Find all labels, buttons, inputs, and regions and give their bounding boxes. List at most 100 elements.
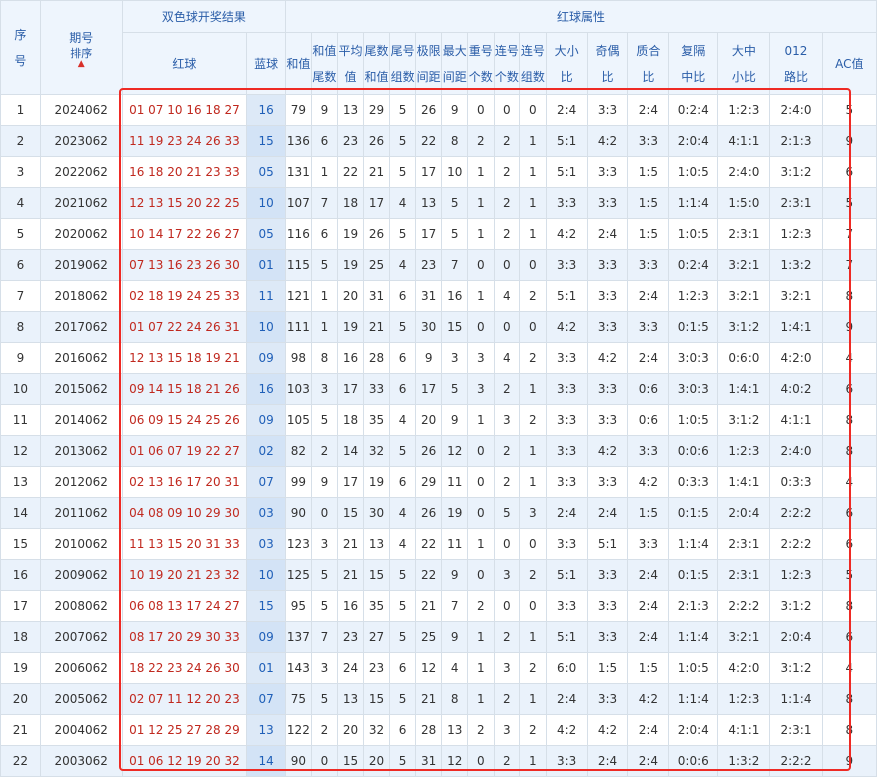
seq-cell: 20	[0, 683, 41, 715]
tail-sum-cell: 32	[362, 714, 391, 746]
big-mid-small-cell: 2:3:1	[717, 528, 771, 560]
prime-comp-cell: 1:5	[627, 187, 670, 219]
max-gap-cell: 8	[441, 125, 468, 157]
max-gap-cell: 5	[441, 218, 468, 250]
extreme-gap-cell: 12	[414, 652, 443, 684]
blue-ball-cell: 09	[246, 621, 287, 653]
avg-cell: 20	[337, 280, 364, 312]
consec-groups-cell: 2	[519, 652, 547, 684]
odd-even-cell: 5:1	[586, 528, 629, 560]
avg-cell: 15	[337, 497, 364, 529]
sort-arrow-icon[interactable]: ▲	[77, 58, 85, 69]
repeat-count-cell: 1	[466, 156, 495, 188]
blue-ball-cell: 14	[246, 745, 287, 777]
prime-comp-header: 质合比	[627, 32, 670, 95]
big-mid-small-cell: 2:2:2	[717, 590, 771, 622]
tail-sum-cell: 21	[362, 311, 391, 343]
prime-comp-cell: 2:4	[627, 94, 670, 126]
consec-groups-cell: 2	[519, 714, 547, 746]
tail-sum-cell: 29	[362, 94, 391, 126]
sum-tail-cell: 5	[310, 590, 339, 622]
odd-even-cell: 4:2	[586, 435, 629, 467]
repeat-count-cell: 1	[466, 218, 495, 250]
period-cell: 2019062	[39, 249, 123, 281]
period-cell: 2016062	[39, 342, 123, 374]
consec-count-cell: 2	[493, 125, 521, 157]
odd-even-cell: 3:3	[586, 249, 629, 281]
max-gap-cell: 10	[441, 156, 468, 188]
big-small-cell: 5:1	[545, 125, 588, 157]
seq-cell: 22	[0, 745, 41, 777]
seq-cell: 10	[0, 373, 41, 405]
blue-ball-cell: 01	[246, 249, 287, 281]
big-small-cell: 2:4	[545, 497, 588, 529]
max-gap-cell: 16	[441, 280, 468, 312]
table-row: 16 2009062 10 19 20 21 23 32 10 125 5 21 15 5 22 9…	[0, 559, 877, 591]
rep-jump-mid-cell: 0:0:6	[668, 745, 719, 777]
odd-even-cell: 4:2	[586, 342, 629, 374]
seq-cell: 18	[0, 621, 41, 653]
period-cell: 2018062	[39, 280, 123, 312]
extreme-gap-cell: 26	[414, 94, 443, 126]
route-012-cell: 3:1:2	[769, 156, 823, 188]
odd-even-cell: 3:3	[586, 373, 629, 405]
red-balls-cell: 11 13 15 20 31 33	[121, 528, 248, 560]
sum-tail-cell: 6	[310, 125, 339, 157]
table-row: 15 2010062 11 13 15 20 31 33 03 123 3 21 13 4 22 1…	[0, 528, 877, 560]
consec-count-cell: 0	[493, 528, 521, 560]
sum-cell: 105	[285, 404, 312, 436]
avg-cell: 18	[337, 404, 364, 436]
repeat-count-cell: 3	[466, 342, 495, 374]
tail-groups-cell: 5	[389, 683, 416, 715]
tail-sum-cell: 31	[362, 280, 391, 312]
sum-tail-cell: 1	[310, 311, 339, 343]
tail-groups-cell: 4	[389, 249, 416, 281]
sum-tail-cell: 9	[310, 94, 339, 126]
avg-header: 平均值	[337, 32, 364, 95]
consec-groups-cell: 2	[519, 342, 547, 374]
ac-cell: 8	[821, 683, 877, 715]
route-012-cell: 4:0:2	[769, 373, 823, 405]
sum-cell: 137	[285, 621, 312, 653]
avg-cell: 13	[337, 683, 364, 715]
route-012-cell: 4:1:1	[769, 404, 823, 436]
period-cell: 2012062	[39, 466, 123, 498]
sort-link[interactable]: 排序	[70, 46, 93, 60]
rep-jump-mid-cell: 3:0:3	[668, 373, 719, 405]
blue-ball-cell: 10	[246, 311, 287, 343]
big-mid-small-cell: 1:4:1	[717, 373, 771, 405]
consec-count-header: 连号 个数	[493, 32, 521, 95]
blue-ball-cell: 15	[246, 590, 287, 622]
prime-comp-cell: 4:2	[627, 683, 670, 715]
repeat-count-cell: 0	[466, 497, 495, 529]
tail-groups-cell: 6	[389, 466, 416, 498]
consec-count-cell: 0	[493, 590, 521, 622]
tail-sum-cell: 13	[362, 528, 391, 560]
consec-groups-cell: 1	[519, 187, 547, 219]
rep-jump-mid-cell: 0:1:5	[668, 497, 719, 529]
repeat-count-cell: 0	[466, 559, 495, 591]
repeat-count-cell: 1	[466, 404, 495, 436]
extreme-gap-cell: 30	[414, 311, 443, 343]
big-small-cell: 3:3	[545, 466, 588, 498]
route-012-cell: 3:2:1	[769, 280, 823, 312]
max-gap-cell: 19	[441, 497, 468, 529]
odd-even-cell: 1:5	[586, 652, 629, 684]
blue-ball-cell: 10	[246, 187, 287, 219]
odd-even-cell: 3:3	[586, 404, 629, 436]
extreme-gap-cell: 17	[414, 373, 443, 405]
odd-even-cell: 3:3	[586, 280, 629, 312]
avg-cell: 24	[337, 652, 364, 684]
red-balls-cell: 07 13 16 23 26 30	[121, 249, 248, 281]
ac-cell: 9	[821, 745, 877, 777]
avg-cell: 17	[337, 466, 364, 498]
seq-cell: 17	[0, 590, 41, 622]
rep-jump-mid-cell: 0:0:6	[668, 435, 719, 467]
max-gap-cell: 9	[441, 621, 468, 653]
route-012-cell: 2:1:3	[769, 125, 823, 157]
big-small-cell: 3:3	[545, 404, 588, 436]
ac-cell: 8	[821, 590, 877, 622]
big-small-cell: 5:1	[545, 559, 588, 591]
repeat-count-cell: 0	[466, 466, 495, 498]
period-cell: 2011062	[39, 497, 123, 529]
